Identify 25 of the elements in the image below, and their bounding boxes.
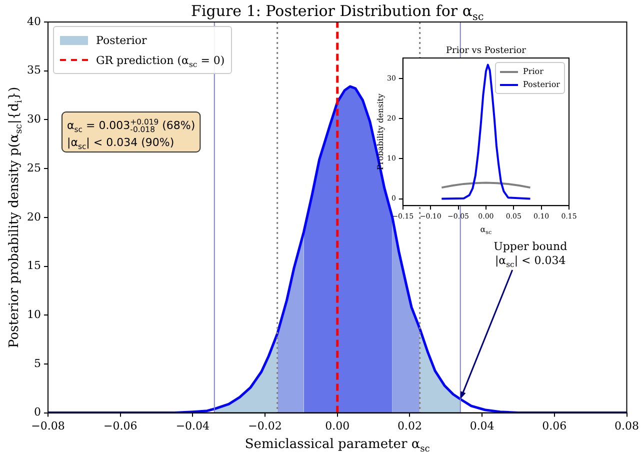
y-tick-label: 30 — [26, 112, 41, 126]
x-tick-label: −0.08 — [31, 419, 65, 432]
y-tick-label: 25 — [26, 161, 41, 174]
x-tick-label: 0.00 — [325, 419, 350, 432]
y-tick-label: 15 — [26, 259, 41, 272]
x-tick-label: 0.04 — [470, 419, 494, 432]
legend-label: GR prediction (α$_{sc}$ = 0) — [96, 54, 225, 69]
y-tick-label: 5 — [34, 356, 41, 370]
chart-title: Prior vs Posterior — [446, 46, 527, 56]
y-axis-title: Posterior probability density p(αsc|{di}) — [7, 86, 24, 348]
x-tick-label: 0.02 — [397, 419, 422, 432]
x-tick-label: −0.02 — [248, 419, 282, 432]
legend-label: Posterior — [523, 80, 560, 89]
x-tick-label: −0.04 — [176, 419, 210, 432]
y-tick-label: 0 — [34, 406, 41, 419]
x-tick-label: −0.06 — [103, 419, 138, 432]
y-tick-label: 20 — [26, 210, 41, 224]
y-axis-title: Probability density — [376, 93, 385, 170]
y-tick-label: 40 — [26, 14, 41, 28]
y-tick-label: 10 — [26, 308, 41, 321]
y-tick-label: 35 — [26, 64, 41, 77]
legend-label: Prior — [523, 67, 544, 76]
legend-label: Posterior — [96, 34, 147, 46]
x-tick-label: 0.06 — [542, 419, 567, 432]
x-tick-label: 0.08 — [614, 419, 640, 432]
